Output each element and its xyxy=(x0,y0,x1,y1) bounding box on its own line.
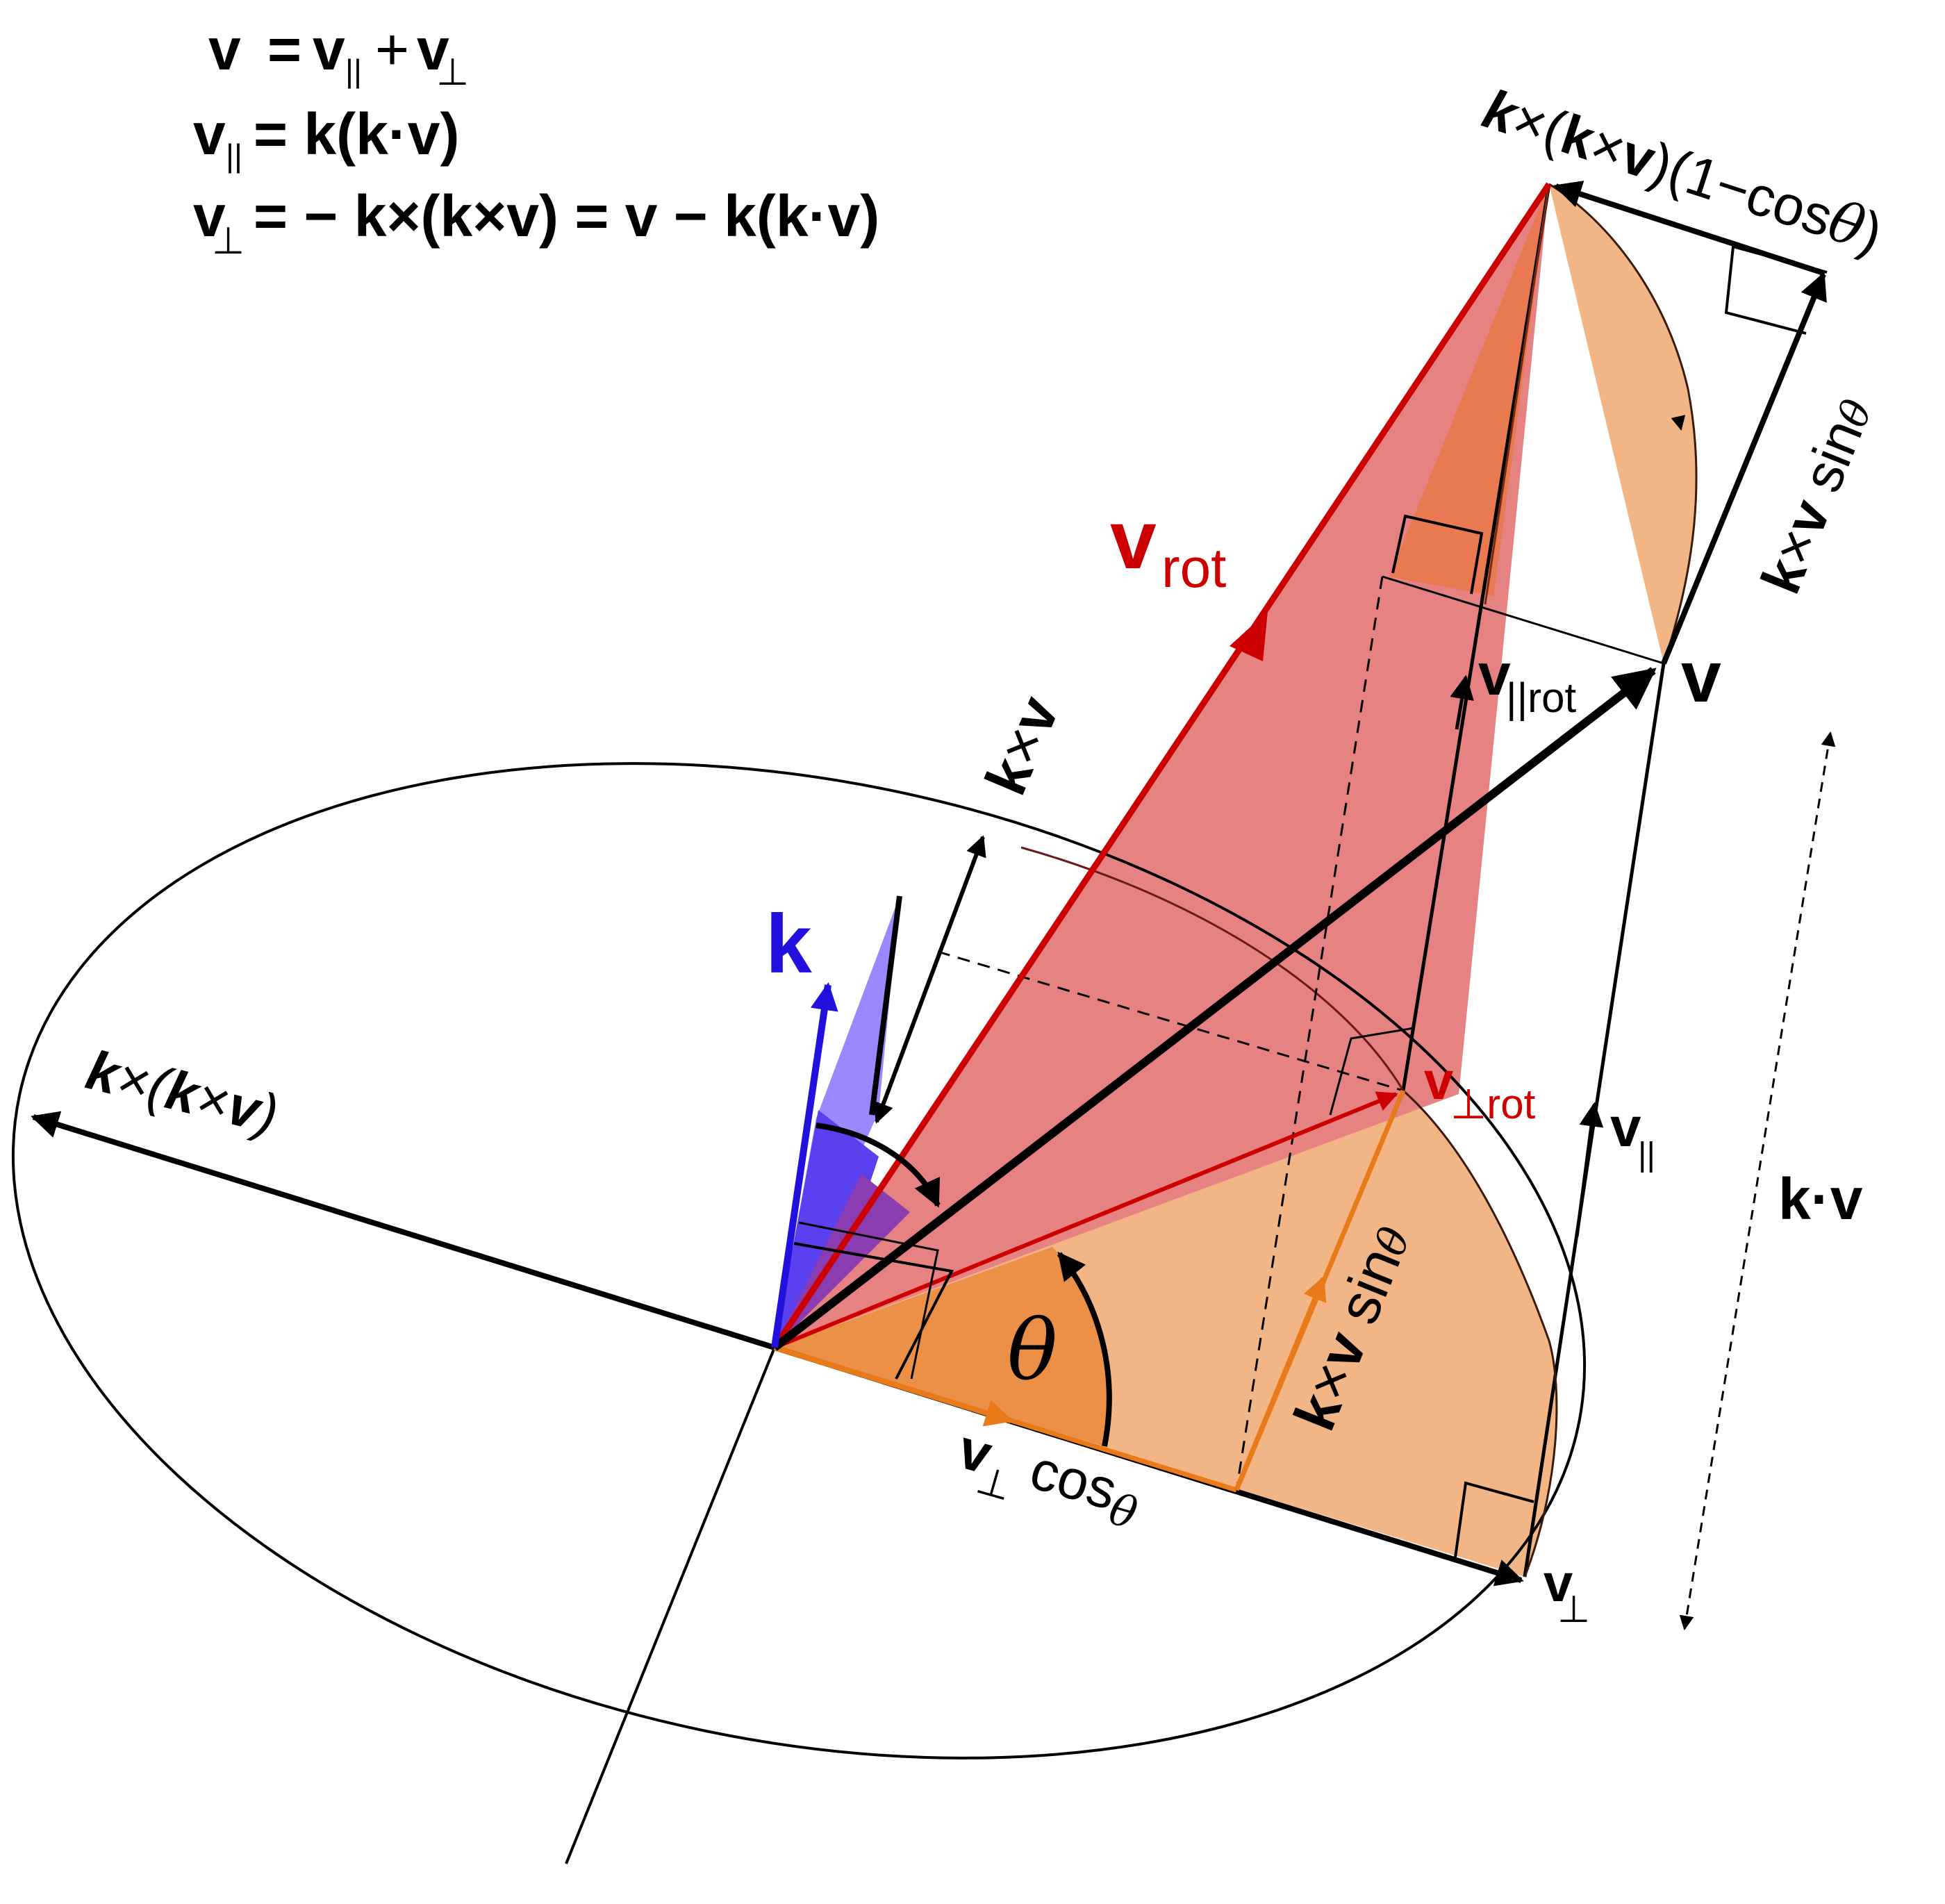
lower-rotation-sector xyxy=(775,1091,1557,1577)
label-k-cross-k-cross-v: k×(k×v) xyxy=(81,1038,284,1145)
upper-parallel-strip-top xyxy=(1389,184,1549,596)
label-k-cross-v: k×v xyxy=(972,687,1071,804)
vrot-sub: rot xyxy=(1161,537,1226,599)
dashed-ellipse-chord xyxy=(937,950,1404,1092)
vperprot-sub: ⊥rot xyxy=(1450,1081,1536,1127)
label-v: v xyxy=(1681,637,1721,718)
rotation-ellipse xyxy=(11,762,1587,1760)
right-angle-bottom xyxy=(1454,1481,1534,1558)
vrot-v: v xyxy=(1110,493,1157,586)
eq1-perp-sub: ⊥ xyxy=(436,51,469,93)
v-perp-rot-arrow xyxy=(773,1091,1398,1350)
upper-rotation-sector xyxy=(1549,184,1697,663)
v-rot-arrow xyxy=(772,182,1552,1350)
label-v-rot: v rot xyxy=(1110,493,1226,599)
k-dot-v-dashed-arrow xyxy=(1679,731,1836,1631)
upper-chord xyxy=(1382,575,1664,665)
upper-arc xyxy=(1548,183,1698,664)
v-par-rot-arrow-mid xyxy=(1450,674,1474,730)
eq2-par-sub: || xyxy=(226,138,242,174)
label-theta: θ xyxy=(1007,1302,1057,1399)
vpar-v: v xyxy=(1610,1096,1641,1158)
theta-wedge xyxy=(775,1247,1109,1446)
k-region-edge xyxy=(869,895,902,1116)
eq1-v: v xyxy=(208,17,241,82)
k-arrow xyxy=(771,982,838,1348)
eq3-rhs: = − k×(k×v) = v − k(k·v) xyxy=(254,183,879,249)
svg-text:k×(k×v): k×(k×v) xyxy=(81,1038,284,1145)
svg-text:k×v sinθ: k×v sinθ xyxy=(1749,388,1883,602)
v-par-line xyxy=(1523,663,1666,1578)
label-v-par: v || xyxy=(1610,1096,1655,1173)
theta-arc xyxy=(1057,1251,1112,1447)
v-par-rot-line xyxy=(1401,183,1551,1091)
k-plane-purple xyxy=(775,1174,910,1348)
vperp-v: v xyxy=(1543,1554,1573,1613)
k-cross-v-sin-upper-arrow xyxy=(1661,272,1827,665)
right-angle-upper xyxy=(1391,514,1484,595)
k-cross-v-arrow xyxy=(873,835,986,1124)
eq1-par-sub: || xyxy=(345,53,362,89)
k-cross-k-cross-v-arrow xyxy=(31,1111,776,1350)
ellipse-minor-axis xyxy=(565,1347,776,1864)
label-k-dot-v: k·v xyxy=(1778,1166,1863,1232)
v-rot-arrowhead xyxy=(1230,611,1268,661)
equation-line-1: v = v || + v ⊥ xyxy=(208,17,469,93)
vperp-perp: ⊥ xyxy=(1557,1589,1590,1630)
label-v-par-rot: v ||rot xyxy=(1478,642,1577,721)
tf-tail: )(1−cos xyxy=(1644,132,1840,249)
eq2-v: v xyxy=(193,101,226,167)
label-k: k xyxy=(765,897,812,991)
vparrot-v: v xyxy=(1478,642,1511,707)
top-correction-arrow xyxy=(1553,181,1825,276)
label-v-perp: v ⊥ xyxy=(1543,1554,1590,1630)
v-perp-cos-line xyxy=(773,1345,1238,1493)
equation-line-3: v ⊥ = − k×(k×v) = v − k(k·v) xyxy=(193,183,879,262)
vpar-sub: || xyxy=(1638,1136,1655,1173)
equation-line-2: v || = k(k·v) xyxy=(193,101,459,174)
dashed-vertical xyxy=(1235,576,1384,1491)
eq3-v: v xyxy=(193,183,226,249)
v-arrow xyxy=(772,667,1657,1351)
k-rotation-arc xyxy=(816,1123,941,1208)
upper-par-edge xyxy=(1484,183,1550,605)
eq1-plus: + xyxy=(375,17,409,82)
label-v-perp-rot: v ⊥rot xyxy=(1424,1052,1536,1127)
svg-text:k×v: k×v xyxy=(972,687,1071,804)
eq2-rhs: = k(k·v) xyxy=(254,101,459,167)
vperprot-v: v xyxy=(1424,1052,1453,1111)
right-angle-ellipse xyxy=(1329,1027,1414,1116)
right-angle-k-region-2 xyxy=(798,1221,939,1380)
eq1-equals: = xyxy=(267,17,301,82)
k-cross-v-sin-lower-line xyxy=(1234,1089,1406,1491)
upper-arc-arrow xyxy=(1671,415,1686,431)
v-par-arrow-mid xyxy=(1575,1102,1604,1237)
right-angle-k-region xyxy=(793,1242,954,1380)
eq3-perp-sub: ⊥ xyxy=(212,220,245,262)
eq1-v2: v xyxy=(417,17,449,82)
vparrot-sub: ||rot xyxy=(1506,674,1577,721)
label-k-cross-v-sin-upper: k×v sinθ xyxy=(1749,388,1883,602)
eq1-v1: v xyxy=(313,17,345,82)
lower-arc xyxy=(1402,1089,1558,1578)
